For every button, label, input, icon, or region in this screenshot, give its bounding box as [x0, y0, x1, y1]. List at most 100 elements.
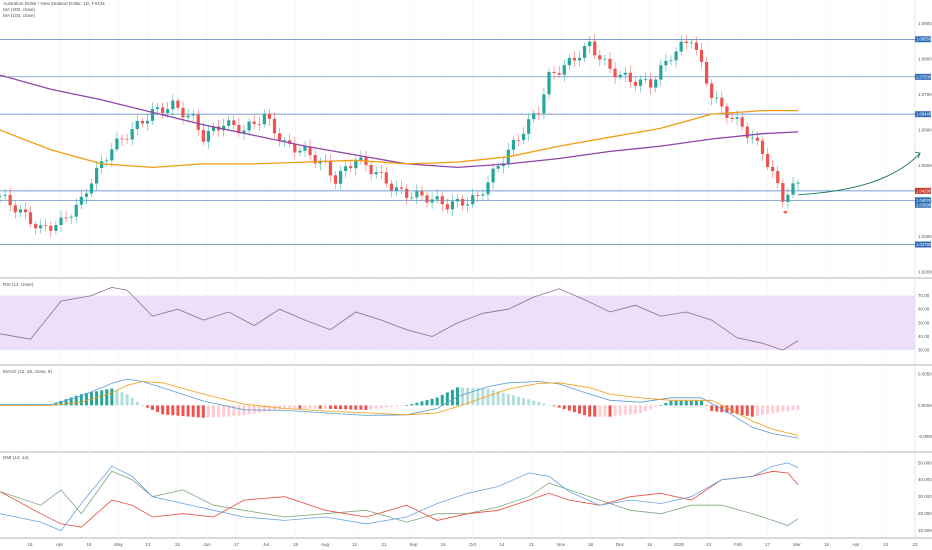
candle-body [222, 125, 226, 131]
candle-body [491, 168, 495, 183]
chart-title[interactable]: Australian Dollar / New Zealand Dollar, … [3, 1, 105, 6]
time-tick-label: Nov [557, 542, 566, 547]
candle-body [135, 121, 139, 130]
macd-histogram-bar [644, 405, 648, 412]
candle-body [552, 71, 556, 74]
rsi-pane: 70.00 60.00 50.00 40.00 30.00 [0, 286, 930, 353]
candle-body [704, 61, 709, 84]
macd-histogram-bar [537, 401, 541, 406]
macd-line [0, 378, 799, 439]
rsi-legend[interactable]: RSI (14, close) [3, 282, 34, 287]
candle-body [69, 216, 73, 218]
macd-histogram-bar [232, 405, 236, 417]
candle-body [328, 161, 333, 176]
candle-body [720, 97, 724, 107]
candle-body [669, 60, 673, 62]
candle-body [3, 194, 7, 196]
candle-body [765, 153, 770, 167]
candle-body [582, 46, 587, 58]
candle-body [130, 129, 134, 140]
rsi-tick-label: 70.00 [918, 293, 930, 298]
ma200-legend[interactable]: MA (200, close) [3, 7, 35, 12]
macd-histogram-bar [420, 401, 424, 406]
candle-body [638, 79, 643, 86]
candle-body [755, 137, 760, 141]
macd-histogram-bar [115, 390, 119, 406]
time-tick-label: 2020 [674, 542, 685, 547]
macd-histogram-bar [684, 400, 688, 406]
macd-histogram-bar [293, 405, 297, 409]
candle-body [349, 166, 353, 169]
candle-body [140, 121, 144, 124]
macd-histogram-bar [151, 405, 154, 410]
candle-body [791, 183, 795, 195]
projection-arrow [798, 152, 921, 196]
candle-body [49, 225, 53, 231]
time-tick-label: 22 [175, 542, 181, 547]
candle-body [374, 172, 378, 175]
macd-histogram-bar [171, 405, 175, 416]
candle-body [725, 106, 729, 118]
candle-body [547, 71, 551, 95]
macd-histogram-bar [562, 405, 566, 410]
time-tick-label: Sep [409, 542, 418, 547]
macd-legend[interactable]: MACD (12, 26, close, 9) [3, 369, 53, 374]
candle-body [776, 170, 780, 184]
time-tick-label: 13 [706, 542, 712, 547]
time-tick-label: 22 [912, 542, 918, 547]
macd-histogram-bar [440, 394, 444, 406]
price-tag [915, 187, 931, 194]
macd-histogram-bar [766, 405, 770, 415]
candle-body [389, 183, 394, 191]
candle-body [181, 107, 185, 118]
macd-histogram-bar [318, 405, 322, 409]
macd-histogram-bar [140, 405, 144, 406]
price-axis[interactable]: 1.09000 1.08000 1.07000 1.06000 1.05000 1.040… [915, 21, 932, 275]
price-tag-label: 1.08558 [916, 37, 932, 42]
macd-histogram-bar [166, 405, 170, 415]
macd-histogram-bar [110, 388, 114, 406]
price-tag-label: 1.07500 [916, 74, 932, 79]
di-minus-line [0, 470, 799, 526]
price-pane [0, 34, 921, 245]
candle-body [455, 198, 460, 202]
candle-body [735, 117, 739, 119]
candle-body [603, 58, 607, 60]
time-axis[interactable]: 18 Apr 15 May 13 22 Jun 17 Jul 15 Aug 12 21 Sep 16 Oct 1… [27, 542, 918, 547]
ma100-legend[interactable]: MA (100, close) [3, 13, 35, 18]
macd-histogram-bar [710, 405, 714, 412]
macd-histogram-bar [95, 391, 99, 406]
dmi-legend[interactable]: DMI (14, 14) [3, 455, 29, 460]
macd-histogram-bar [59, 400, 63, 406]
macd-histogram-bar [481, 388, 485, 406]
candle-body [74, 204, 78, 217]
candle-body [745, 126, 749, 138]
candle-body [405, 188, 409, 198]
rsi-line [0, 286, 799, 351]
macd-histogram-bar [425, 400, 429, 406]
macd-histogram-bar [135, 401, 139, 406]
candle-body [562, 65, 566, 75]
candle-body [313, 155, 317, 164]
macd-histogram-bar [603, 405, 607, 417]
macd-histogram-bar [740, 405, 744, 415]
macd-histogram-bar [120, 392, 124, 406]
candle-body [623, 72, 627, 75]
macd-histogram-bar [410, 404, 414, 406]
di-plus-line [0, 470, 799, 528]
time-tick-label: 18 [588, 542, 594, 547]
macd-histogram-bar [781, 405, 785, 412]
macd-histogram-bar [222, 405, 226, 417]
time-tick-label: Apr [852, 542, 860, 547]
price-tag-label: 1.06448 [916, 112, 932, 117]
candle-body [689, 42, 693, 44]
candle-body [44, 225, 48, 227]
candle-body [425, 195, 429, 203]
candle-body [532, 113, 536, 120]
macd-histogram-bar [705, 405, 709, 406]
macd-histogram-bar [583, 405, 587, 416]
macd-histogram-bar [374, 405, 378, 409]
